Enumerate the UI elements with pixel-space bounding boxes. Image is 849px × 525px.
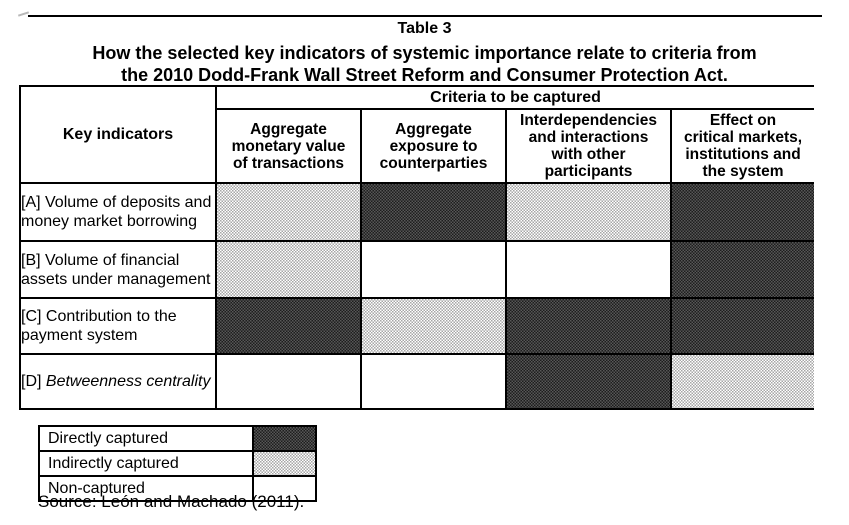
indicator-row-d: [D] Betweenness centrality [19, 353, 815, 410]
header-line: Aggregate [395, 120, 472, 138]
row-label: [B] Volume of financial assets under man… [19, 240, 217, 299]
criteria-column-header-effect: Effect on critical markets, institutions… [669, 108, 815, 184]
matrix-cell [215, 297, 362, 355]
header-line: Effect on [709, 112, 777, 129]
row-label-prefix: [C] [21, 308, 42, 325]
criteria-column-header-monetary-value: Aggregate monetary value of transactions [215, 108, 362, 184]
matrix-cell [669, 240, 815, 299]
top-rule [28, 15, 822, 17]
row-label-name: Volume of deposits and money market borr… [21, 194, 212, 230]
indicator-row-c: [C] Contribution to the payment system [19, 297, 815, 355]
legend-swatch-indirectly-captured [252, 450, 317, 477]
header-line: and interactions [528, 129, 649, 146]
legend-label: Directly captured [38, 425, 254, 452]
table-caption-line-1: How the selected key indicators of syste… [92, 43, 757, 63]
row-label-name: Contribution to the payment system [21, 308, 177, 344]
header-line: of transactions [232, 154, 345, 172]
criteria-column-header-exposure: Aggregate exposure to counterparties [360, 108, 507, 184]
matrix-cell [669, 353, 815, 410]
legend-swatch-non-captured [252, 475, 317, 502]
group-header-row: Key indicators Criteria to be captured [19, 85, 815, 184]
matrix-cell [505, 353, 672, 410]
row-label: [A] Volume of deposits and money market … [19, 182, 217, 242]
header-line: institutions and [685, 146, 801, 163]
row-label: [D] Betweenness centrality [19, 353, 217, 410]
row-label-name: Volume of financial assets under managem… [21, 251, 211, 288]
header-line: counterparties [379, 154, 488, 172]
matrix-cell [360, 240, 507, 299]
source-note: Source: León and Machado (2011). [38, 492, 305, 511]
indicator-row-a: [A] Volume of deposits and money market … [19, 182, 815, 242]
matrix-cell [669, 297, 815, 355]
matrix-cell [360, 353, 507, 410]
row-label-name: Betweenness centrality [45, 373, 211, 390]
header-line: Interdependencies [520, 112, 657, 129]
row-label: [C] Contribution to the payment system [19, 297, 217, 355]
criteria-header-row: Aggregate monetary value of transactions… [20, 108, 815, 184]
header-line: exposure to [389, 137, 478, 155]
legend-label: Indirectly captured [38, 450, 254, 477]
matrix-cell [360, 297, 507, 355]
matrix-cell [215, 182, 362, 242]
header-line: Aggregate [250, 120, 327, 138]
header-line: with other [551, 146, 626, 163]
matrix-cell [360, 182, 507, 242]
matrix-cell [215, 353, 362, 410]
corner-header-key-indicators: Key indicators [19, 85, 217, 184]
row-label-prefix: [D] [21, 373, 42, 390]
row-label-prefix: [B] [21, 251, 41, 269]
legend-table: Directly captured Indirectly captured No… [38, 425, 317, 502]
legend-label: Non-captured [38, 475, 254, 502]
criteria-group-header: Criteria to be captured [214, 85, 815, 110]
indicator-row-b: [B] Volume of financial assets under man… [19, 240, 815, 299]
matrix-cell [505, 182, 672, 242]
legend-row: Non-captured [38, 475, 317, 502]
criteria-column-header-interdependencies: Interdependencies and interactions with … [505, 108, 672, 184]
header-line: critical markets, [683, 129, 803, 146]
matrix-cell [505, 240, 672, 299]
row-label-prefix: [A] [21, 194, 41, 211]
legend-swatch-directly-captured [252, 425, 317, 452]
header-line: the system [702, 163, 784, 180]
table-caption-line-2: the 2010 Dodd-Frank Wall Street Reform a… [121, 65, 728, 85]
matrix-cell [505, 297, 672, 355]
legend-row: Directly captured [38, 425, 317, 452]
table-number-title: Table 3 [397, 20, 452, 37]
matrix-cell [215, 240, 362, 299]
indicators-table: Key indicators Criteria to be captured A… [19, 85, 815, 410]
matrix-cell [669, 182, 815, 242]
header-line: participants [544, 163, 633, 180]
legend-row: Indirectly captured [38, 450, 317, 477]
header-line: monetary value [231, 137, 346, 155]
